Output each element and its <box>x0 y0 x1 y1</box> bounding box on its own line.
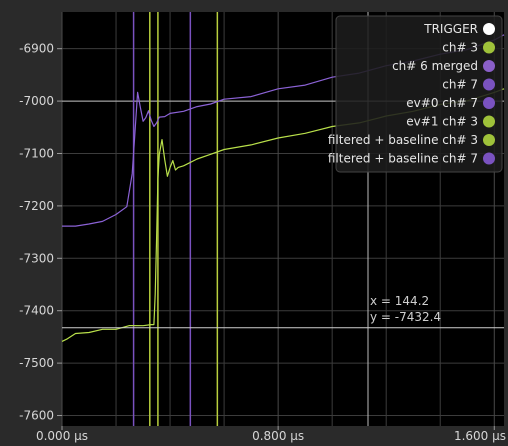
cursor: x = 144.2 y = -7432.4 <box>62 294 504 329</box>
legend-label[interactable]: filtered + baseline ch# 3 <box>328 133 478 147</box>
legend-swatch[interactable] <box>483 134 495 146</box>
legend-swatch[interactable] <box>483 78 495 91</box>
y-tick-label: -7500 <box>19 356 54 370</box>
legend-swatch[interactable] <box>483 97 495 109</box>
y-tick-label: -6900 <box>19 42 54 56</box>
legend-label[interactable]: TRIGGER <box>423 22 478 36</box>
legend-label[interactable]: ev#0 ch# 7 <box>406 96 478 110</box>
y-tick-label: -7300 <box>19 251 54 265</box>
cursor-x-readout: x = 144.2 <box>370 294 429 308</box>
legend-swatch[interactable] <box>483 41 495 54</box>
grid-lines <box>61 12 504 426</box>
vertical-markers <box>132 12 219 426</box>
legend-label[interactable]: ev#1 ch# 3 <box>406 115 478 129</box>
x-axis-ticks: 0.000 µs 0.800 µs 1.600 µs <box>36 426 506 443</box>
y-tick-label: -7200 <box>19 199 54 213</box>
y-tick-label: -7100 <box>19 146 54 160</box>
y-tick-label: -7600 <box>19 409 54 423</box>
legend-swatch[interactable] <box>483 115 495 128</box>
legend-label[interactable]: ch# 7 <box>442 78 478 92</box>
legend-label[interactable]: ch# 6 merged <box>392 59 478 73</box>
x-tick-label: 0.800 µs <box>252 429 304 443</box>
legend-swatch[interactable] <box>483 60 495 72</box>
y-tick-label: -7400 <box>19 304 54 318</box>
x-tick-label: 1.600 µs <box>454 429 506 443</box>
x-tick-label: 0.000 µs <box>36 429 88 443</box>
legend-swatch[interactable] <box>483 152 495 165</box>
cursor-y-readout: y = -7432.4 <box>370 310 441 324</box>
y-axis-ticks: -6900 -7000 -7100 -7200 -7300 -7400 -7500 -7600 <box>19 42 62 423</box>
legend-label[interactable]: filtered + baseline ch# 7 <box>328 152 478 166</box>
y-tick-label: -7000 <box>19 94 54 108</box>
legend[interactable]: TRIGGER ch# 3 ch# 6 merged ch# 7 ev#0 ch# 7 e… <box>328 15 503 173</box>
legend-box <box>335 15 503 173</box>
legend-swatch[interactable] <box>483 23 495 35</box>
legend-label[interactable]: ch# 3 <box>442 41 478 55</box>
